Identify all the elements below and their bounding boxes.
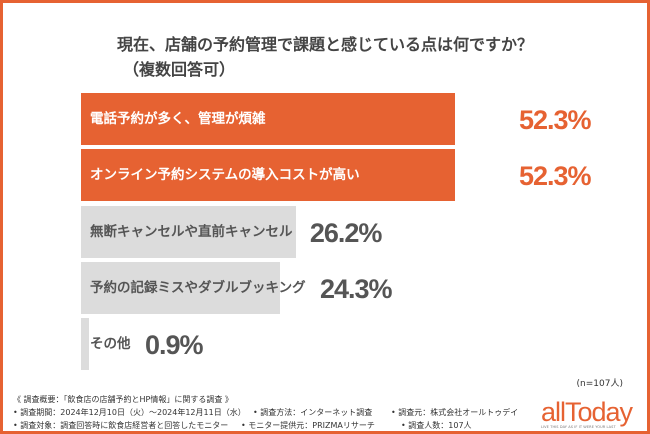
bar xyxy=(81,318,89,370)
bar xyxy=(81,93,455,145)
sample-size-note: (n=107人) xyxy=(576,379,623,389)
survey-heading: 《 調査概要：「飲食店の店舗予約とHP情報」に関する調査 》 xyxy=(13,395,233,404)
logo-tagline: LIVE THIS DAY AS IF IT WERE YOUR LAST xyxy=(541,425,616,429)
bar-label: オンライン予約システムの導入コストが高い xyxy=(90,167,360,183)
bar xyxy=(81,149,455,201)
bar-label: 予約の記録ミスやダブルブッキング xyxy=(90,280,306,296)
bar xyxy=(81,262,281,314)
survey-count: • 調査人数：107人 xyxy=(401,421,472,430)
bar-label: その他 xyxy=(90,336,131,352)
bar-label: 無断キャンセルや直前キャンセル xyxy=(90,224,293,240)
value-label: 24.3% xyxy=(320,274,393,304)
bar xyxy=(81,206,296,258)
survey-source: • 調査元：株式会社オールトゥデイ xyxy=(391,408,519,417)
value-label: 26.2% xyxy=(309,218,383,248)
survey-period: • 調査期間：2024年12月10日（火）～2024年12月11日（水） xyxy=(13,408,246,417)
alltoday-logo: allToday LIVE THIS DAY AS IF IT WERE YOU… xyxy=(541,397,641,430)
chart-title: 現在、店舗の予約管理で課題と感じている点は何ですか？ xyxy=(117,35,534,54)
survey-target: • 調査対象：調査回答時に飲食店経営者と回答したモニター xyxy=(13,421,229,430)
bar-label: 電話予約が多く、管理が煩雑 xyxy=(90,111,266,127)
logo-wordmark: allToday xyxy=(541,397,633,427)
chart-subtitle: （複数回答可） xyxy=(123,60,236,79)
value-label: 52.3% xyxy=(519,105,592,135)
survey-method: • 調査方法：インターネット調査 xyxy=(253,408,373,417)
value-label: 0.9% xyxy=(145,330,204,360)
survey-provider: • モニター提供元：PRIZMAリサーチ xyxy=(241,421,375,430)
value-label: 52.3% xyxy=(519,161,592,191)
